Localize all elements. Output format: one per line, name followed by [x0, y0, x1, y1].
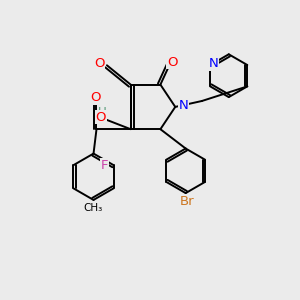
Text: N: N	[209, 57, 219, 70]
Text: O: O	[94, 57, 105, 70]
Text: O: O	[96, 111, 106, 124]
Text: CH₃: CH₃	[83, 203, 103, 213]
Text: O: O	[167, 56, 178, 69]
Text: Br: Br	[180, 195, 194, 208]
Text: H: H	[98, 106, 107, 119]
Text: O: O	[90, 91, 100, 104]
Text: N: N	[178, 99, 188, 112]
Text: F: F	[101, 159, 108, 172]
